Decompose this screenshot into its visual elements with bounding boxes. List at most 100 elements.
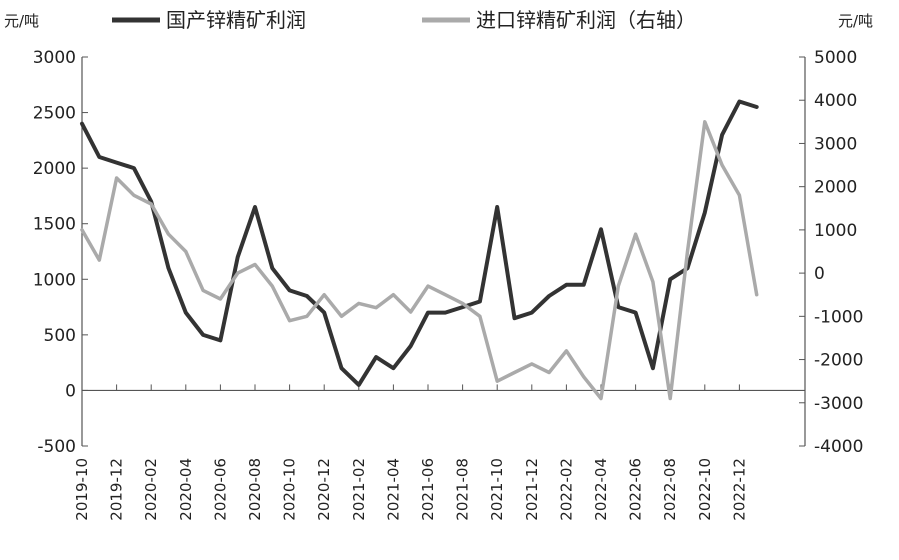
x-tick-label: 2021-08	[454, 458, 472, 521]
right-y-axis: -4000 -3000 -2000 -1000 0 1000 2000 3000 4000 500…	[799, 48, 863, 457]
right-tick-label: 4000	[814, 91, 857, 111]
domestic-profit-point	[530, 311, 533, 314]
import-profit-point	[219, 297, 222, 301]
x-tick-label: 2020-12	[315, 458, 333, 521]
x-tick-label: 2021-10	[488, 458, 506, 521]
domestic-profit-point	[496, 205, 499, 209]
domestic-profit-point	[478, 300, 482, 303]
import-profit-point	[478, 315, 482, 318]
domestic-profit-point	[115, 161, 118, 164]
x-tick-label: 2020-04	[177, 458, 195, 521]
x-tick-label: 2021-06	[419, 458, 437, 521]
right-tick-label: -3000	[814, 394, 863, 414]
domestic-profit-point	[599, 228, 603, 231]
x-axis: 2019-10 2019-12 2020-02 2020-04 2020-06 2020-…	[73, 384, 748, 521]
import-profit-point	[288, 319, 291, 322]
x-tick-label: 2022-02	[557, 458, 575, 521]
domestic-profit-point	[80, 122, 84, 125]
import-profit-point	[669, 397, 672, 400]
import-profit-point	[98, 258, 101, 262]
left-tick-label: 3000	[33, 48, 76, 68]
import-profit-point	[271, 284, 274, 288]
domestic-profit-point	[374, 355, 378, 359]
domestic-profit-point	[703, 211, 706, 214]
import-profit-point	[617, 284, 620, 288]
x-tick-label: 2022-10	[696, 458, 714, 521]
domestic-profit-point	[565, 283, 568, 286]
domestic-profit-point	[651, 367, 655, 370]
domestic-profit-point	[219, 339, 222, 342]
import-profit-point	[392, 293, 395, 296]
series-group	[80, 99, 759, 401]
import-profit-point	[582, 375, 585, 378]
import-profit-point	[167, 233, 170, 236]
domestic-profit-point	[184, 311, 187, 314]
domestic-profit-point	[582, 283, 585, 286]
import-profit-point	[444, 293, 447, 296]
x-tick-label: 2021-12	[523, 458, 541, 521]
domestic-profit-point	[444, 311, 447, 314]
import-profit-point	[738, 194, 741, 197]
import-profit-point	[150, 202, 153, 206]
domestic-profit-point	[357, 383, 360, 387]
left-tick-label: 1500	[33, 215, 76, 235]
x-tick-label: 2019-10	[73, 458, 91, 521]
import-profit-point	[513, 371, 516, 374]
import-profit-point	[374, 306, 378, 309]
import-profit-point	[599, 397, 603, 400]
domestic-profit-point	[305, 294, 309, 298]
legend: 国产锌精矿利润 进口锌精矿利润（右轴）	[112, 8, 696, 32]
import-profit-point	[755, 293, 758, 296]
import-profit-point	[253, 263, 257, 266]
import-profit-point	[496, 380, 499, 383]
domestic-profit-point	[236, 255, 239, 259]
left-unit-label: 元/吨	[4, 12, 39, 30]
x-tick-label: 2022-08	[661, 458, 679, 521]
import-profit-point	[409, 310, 412, 314]
right-tick-label: 1000	[814, 221, 857, 241]
domestic-profit-point	[755, 105, 758, 109]
domestic-profit-point	[167, 267, 170, 270]
x-tick-label: 2022-12	[730, 458, 748, 521]
left-y-axis: -500 0 500 1000 1500 2000 2500 3000	[33, 48, 88, 457]
domestic-profit-point	[634, 311, 637, 314]
x-tick-label: 2022-04	[592, 458, 610, 521]
domestic-profit-point	[98, 155, 101, 159]
domestic-profit-point	[201, 333, 205, 337]
domestic-profit-point	[720, 133, 724, 136]
x-tick-label: 2020-10	[281, 458, 299, 521]
import-profit-point	[236, 271, 239, 275]
left-tick-label: 0	[65, 381, 76, 401]
domestic-profit-point	[271, 267, 274, 270]
x-tick-label: 2021-04	[384, 458, 402, 521]
domestic-profit-point	[392, 367, 395, 370]
import-profit-point	[720, 163, 724, 167]
legend-label-import: 进口锌精矿利润（右轴）	[476, 8, 696, 32]
import-profit-point	[184, 250, 187, 253]
import-profit-point	[323, 293, 326, 296]
import-profit-point	[565, 349, 568, 353]
domestic-profit-point	[409, 344, 412, 348]
domestic-profit-point	[288, 289, 291, 292]
x-tick-label: 2020-08	[246, 458, 264, 521]
import-profit-point	[201, 289, 205, 292]
right-tick-label: 5000	[814, 48, 857, 68]
right-tick-label: -2000	[814, 351, 863, 371]
import-profit-point	[686, 250, 689, 253]
import-profit-point	[703, 120, 706, 124]
domestic-profit-point	[132, 166, 136, 170]
left-tick-label: 2000	[33, 159, 76, 179]
axes	[81, 57, 806, 446]
domestic-profit-point	[738, 100, 741, 103]
left-tick-label: -500	[37, 437, 76, 457]
x-tick-label: 2020-06	[211, 458, 229, 521]
right-tick-label: 3000	[814, 134, 857, 154]
import-profit-point	[305, 315, 309, 318]
domestic-profit-point	[547, 294, 551, 298]
import-profit-point	[651, 280, 655, 283]
domestic-profit-point	[426, 311, 430, 314]
domestic-profit-point	[323, 311, 326, 314]
x-tick-label: 2021-02	[350, 458, 368, 521]
legend-label-domestic: 国产锌精矿利润	[166, 8, 306, 32]
